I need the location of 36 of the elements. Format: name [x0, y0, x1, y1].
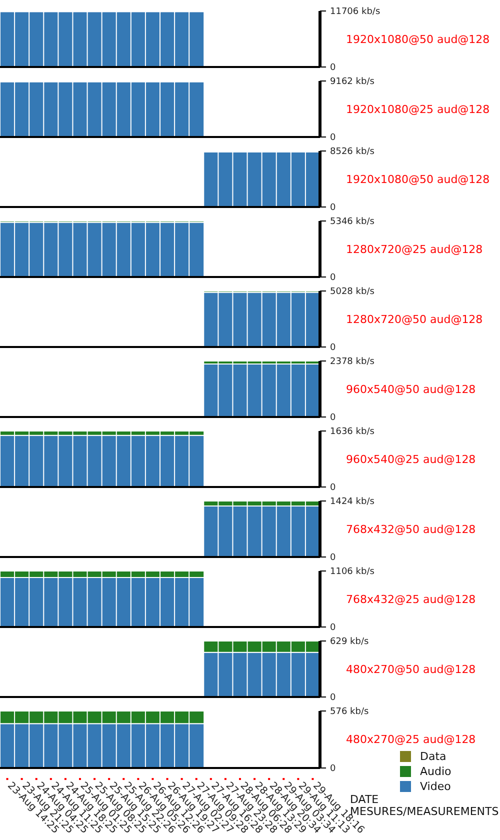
text: 1280x720@50 aud@128: [346, 313, 483, 326]
y-tick-label: 5028 kb/s: [330, 287, 375, 297]
y-tick-label: 0: [330, 203, 336, 213]
text: 768x432@25 aud@128: [346, 593, 476, 606]
y-tick-label: 1636 kb/s: [330, 427, 375, 437]
y-tick-label: 0: [330, 764, 336, 774]
y-tick-label: 5346 kb/s: [330, 217, 375, 227]
y-tick-label: 576 kb/s: [330, 707, 369, 717]
text: 1280x720@25 aud@128: [346, 243, 483, 256]
text: 960x540@25 aud@128: [346, 453, 476, 466]
y-tick-label: 8526 kb/s: [330, 147, 375, 157]
y-tick-label: 0: [330, 273, 336, 283]
y-tick-label: 0: [330, 623, 336, 633]
text: 1920x1080@25 aud@128: [346, 103, 490, 116]
y-tick-label: 0: [330, 413, 336, 423]
y-tick-label: 0: [330, 553, 336, 563]
y-tick-label: 2378 kb/s: [330, 357, 375, 367]
y-tick-label: 11706 kb/s: [330, 7, 380, 17]
y-tick-label: 9162 kb/s: [330, 77, 375, 87]
text: 960x540@50 aud@128: [346, 383, 476, 396]
text: 768x432@50 aud@128: [346, 523, 476, 536]
y-tick-label: 0: [330, 343, 336, 353]
text: 1920x1080@50 aud@128: [346, 173, 490, 186]
text: 1920x1080@50 aud@128: [346, 33, 490, 46]
y-tick-label: 1106 kb/s: [330, 567, 375, 577]
y-tick-label: 0: [330, 63, 336, 73]
y-tick-label: 1424 kb/s: [330, 497, 375, 507]
y-tick-label: 629 kb/s: [330, 637, 369, 647]
text: 480x270@25 aud@128: [346, 733, 476, 746]
y-tick-label: 0: [330, 133, 336, 143]
legend-label: Audio: [420, 765, 452, 778]
legend-label: Video: [420, 780, 451, 793]
text: 480x270@50 aud@128: [346, 663, 476, 676]
y-tick-label: 0: [330, 693, 336, 703]
y-tick-label: 0: [330, 483, 336, 493]
legend-label: Data: [420, 750, 446, 763]
